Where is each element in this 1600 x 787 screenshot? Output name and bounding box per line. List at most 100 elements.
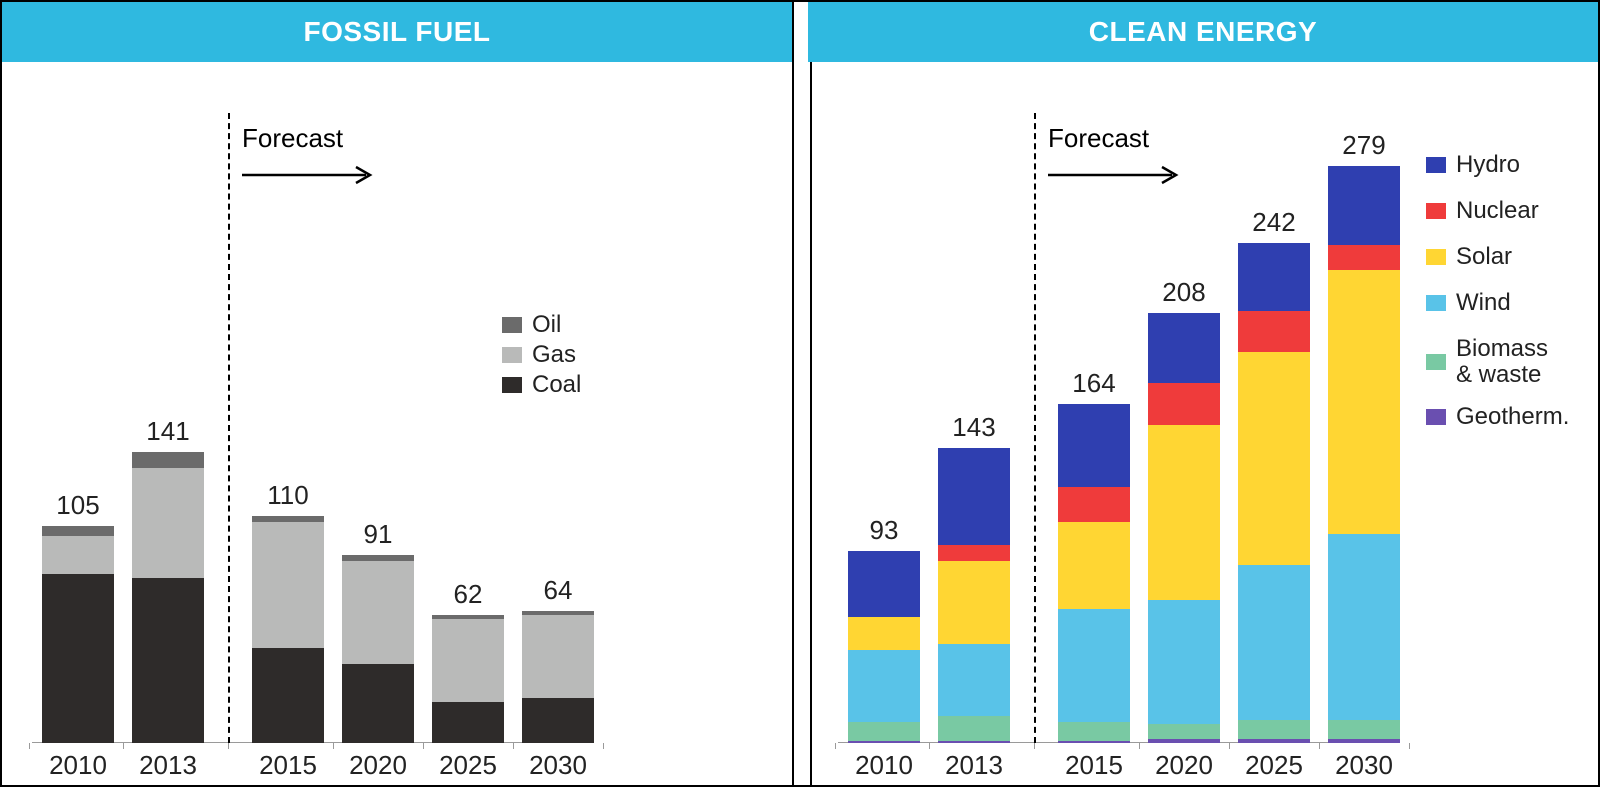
clean-seg-solar: [1148, 425, 1220, 601]
fossil-legend-label: Coal: [532, 372, 581, 398]
clean-legend-item: Wind: [1426, 290, 1600, 316]
clean-seg-geotherm-: [1328, 739, 1400, 743]
clean-seg-hydro: [1238, 243, 1310, 311]
clean-seg-wind: [1148, 600, 1220, 724]
fossil-plot: Forecast 10520101412013 110201591202062202…: [32, 123, 572, 743]
clean-seg-nuclear: [1328, 245, 1400, 270]
clean-seg-nuclear: [1058, 487, 1130, 522]
fossil-title: FOSSIL FUEL: [304, 16, 491, 48]
fossil-legend-label: Oil: [532, 312, 561, 338]
clean-axis-tick: [1319, 743, 1320, 749]
clean-seg-solar: [1238, 352, 1310, 565]
clean-bar-total: 164: [1058, 368, 1130, 399]
fossil-x-label: 2020: [342, 750, 414, 781]
fossil-seg-coal: [342, 664, 414, 743]
clean-legend-label: Hydro: [1456, 152, 1520, 178]
clean-seg-solar: [938, 561, 1010, 644]
fossil-seg-coal: [432, 702, 504, 743]
fossil-forecast-divider: [228, 113, 230, 743]
fossil-seg-gas: [132, 468, 204, 578]
clean-bar: 1432013: [938, 448, 1010, 744]
fossil-bar-total: 105: [42, 490, 114, 521]
fossil-legend-label: Gas: [532, 342, 576, 368]
clean-bar-total: 143: [938, 412, 1010, 443]
fossil-seg-coal: [252, 648, 324, 743]
fossil-legend-swatch: [502, 347, 522, 363]
clean-seg-biomass-waste: [1238, 720, 1310, 739]
fossil-axis-tick: [423, 743, 424, 749]
clean-bar-total: 242: [1238, 207, 1310, 238]
fossil-forecast-arrow-icon: [242, 163, 382, 192]
clean-bar-total: 93: [848, 515, 920, 546]
clean-seg-biomass-waste: [938, 716, 1010, 741]
clean-x-label: 2013: [938, 750, 1010, 781]
fossil-axis-tick: [603, 743, 604, 749]
fossil-chart: Forecast10520101412013110201591202062202…: [2, 62, 792, 785]
clean-seg-hydro: [1058, 404, 1130, 487]
clean-forecast-label: Forecast: [1048, 123, 1149, 154]
fossil-seg-gas: [42, 536, 114, 573]
clean-seg-solar: [1328, 270, 1400, 535]
clean-seg-wind: [938, 644, 1010, 716]
clean-legend-label: Wind: [1456, 290, 1511, 316]
clean-legend-label: Solar: [1456, 244, 1512, 270]
clean-x-label: 2015: [1058, 750, 1130, 781]
fossil-axis-tick: [123, 743, 124, 749]
fossil-title-bar: FOSSIL FUEL: [2, 2, 792, 62]
clean-bar: 2792030: [1328, 166, 1400, 743]
fossil-x-label: 2010: [42, 750, 114, 781]
clean-seg-hydro: [938, 448, 1010, 545]
clean-legend-swatch: [1426, 295, 1446, 311]
clean-legend-item: Geotherm.: [1426, 404, 1600, 430]
clean-legend-swatch: [1426, 409, 1446, 425]
fossil-legend-item: Gas: [502, 342, 682, 368]
fossil-legend-item: Coal: [502, 372, 682, 398]
fossil-bar-total: 91: [342, 519, 414, 550]
clean-seg-wind: [1328, 534, 1400, 720]
clean-seg-geotherm-: [1148, 739, 1220, 743]
fossil-x-label: 2030: [522, 750, 594, 781]
fossil-axis-tick: [29, 743, 30, 749]
fossil-seg-oil: [42, 526, 114, 536]
clean-seg-wind: [1238, 565, 1310, 720]
clean-x-label: 2020: [1148, 750, 1220, 781]
fossil-forecast-label: Forecast: [242, 123, 343, 154]
clean-legend-item: Solar: [1426, 244, 1600, 270]
fossil-seg-coal: [42, 574, 114, 743]
clean-x-label: 2030: [1328, 750, 1400, 781]
fossil-bar: 912020: [342, 555, 414, 743]
clean-seg-biomass-waste: [1148, 724, 1220, 738]
clean-axis-tick: [835, 743, 836, 749]
fossil-seg-gas: [252, 522, 324, 648]
fossil-legend-item: Oil: [502, 312, 682, 338]
fossil-legend-swatch: [502, 377, 522, 393]
fossil-bar: 1102015: [252, 516, 324, 743]
clean-seg-solar: [1058, 522, 1130, 609]
clean-bar-total: 279: [1328, 130, 1400, 161]
clean-seg-nuclear: [1148, 383, 1220, 424]
clean-axis-tick: [929, 743, 930, 749]
clean-bar: 1642015: [1058, 404, 1130, 743]
clean-seg-nuclear: [938, 545, 1010, 562]
fossil-seg-coal: [132, 578, 204, 743]
clean-legend-swatch: [1426, 203, 1446, 219]
fossil-bar: 1052010: [42, 526, 114, 743]
fossil-seg-gas: [522, 615, 594, 698]
clean-bar: 932010: [848, 551, 920, 743]
clean-seg-biomass-waste: [1058, 722, 1130, 741]
clean-seg-hydro: [848, 551, 920, 617]
clean-seg-hydro: [1328, 166, 1400, 245]
clean-seg-nuclear: [1238, 311, 1310, 352]
clean-seg-biomass-waste: [848, 722, 920, 741]
fossil-bar-total: 110: [252, 480, 324, 511]
fossil-bar: 622025: [432, 615, 504, 743]
clean-forecast-arrow-icon: [1048, 163, 1188, 192]
fossil-bar-total: 141: [132, 416, 204, 447]
clean-legend-item: Hydro: [1426, 152, 1600, 178]
clean-legend-label: Geotherm.: [1456, 404, 1569, 430]
clean-legend-item: Nuclear: [1426, 198, 1600, 224]
fossil-axis-tick: [513, 743, 514, 749]
fossil-bar: 1412013: [132, 452, 204, 743]
clean-chart: Forecast93201014320131642015208202024220…: [808, 62, 1598, 785]
clean-seg-hydro: [1148, 313, 1220, 383]
